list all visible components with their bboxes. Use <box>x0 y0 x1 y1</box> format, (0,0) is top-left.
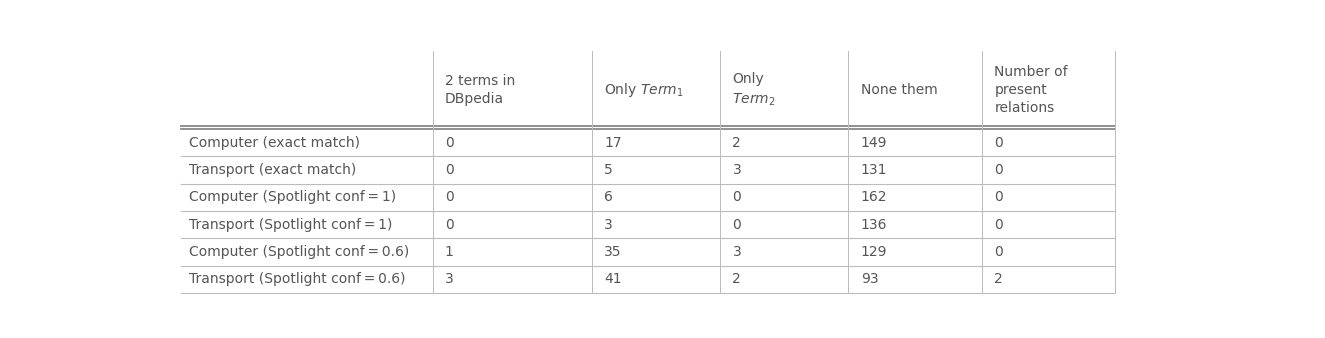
Text: 2: 2 <box>733 136 741 150</box>
Text: 2: 2 <box>733 272 741 286</box>
Text: 149: 149 <box>861 136 888 150</box>
Text: 3: 3 <box>733 163 741 177</box>
Text: 3: 3 <box>445 272 453 286</box>
Text: 5: 5 <box>604 163 613 177</box>
Text: 0: 0 <box>445 136 453 150</box>
Text: Transport (Spotlight conf = 1): Transport (Spotlight conf = 1) <box>189 218 392 232</box>
Text: 2: 2 <box>994 272 1003 286</box>
Text: 0: 0 <box>994 190 1003 204</box>
Text: Computer (exact match): Computer (exact match) <box>189 136 360 150</box>
Text: 0: 0 <box>445 190 453 204</box>
Text: 35: 35 <box>604 245 621 259</box>
Text: 0: 0 <box>445 218 453 232</box>
Text: None them: None them <box>861 83 938 97</box>
Text: 0: 0 <box>445 163 453 177</box>
Text: 1: 1 <box>445 245 453 259</box>
Text: Transport (Spotlight conf = 0.6): Transport (Spotlight conf = 0.6) <box>189 272 405 286</box>
Text: 17: 17 <box>604 136 621 150</box>
Text: Only
$\mathit{Term}_2$: Only $\mathit{Term}_2$ <box>733 72 776 107</box>
Text: 2 terms in
DBpedia: 2 terms in DBpedia <box>445 74 515 106</box>
Text: Transport (exact match): Transport (exact match) <box>189 163 356 177</box>
Text: Computer (Spotlight conf = 0.6): Computer (Spotlight conf = 0.6) <box>189 245 409 259</box>
Text: 41: 41 <box>604 272 621 286</box>
Text: 0: 0 <box>994 245 1003 259</box>
Text: 0: 0 <box>994 218 1003 232</box>
Text: 129: 129 <box>861 245 888 259</box>
Text: Computer (Spotlight conf = 1): Computer (Spotlight conf = 1) <box>189 190 396 204</box>
Text: 93: 93 <box>861 272 878 286</box>
Text: 3: 3 <box>604 218 613 232</box>
Text: Number of
present
relations: Number of present relations <box>994 65 1068 115</box>
Text: 0: 0 <box>994 136 1003 150</box>
Text: 0: 0 <box>994 163 1003 177</box>
Text: Only $\mathit{Term}_1$: Only $\mathit{Term}_1$ <box>604 81 684 99</box>
Text: 6: 6 <box>604 190 613 204</box>
Text: 0: 0 <box>733 190 741 204</box>
Text: 136: 136 <box>861 218 888 232</box>
Text: 0: 0 <box>733 218 741 232</box>
Text: 3: 3 <box>733 245 741 259</box>
Text: 131: 131 <box>861 163 888 177</box>
Text: 162: 162 <box>861 190 888 204</box>
